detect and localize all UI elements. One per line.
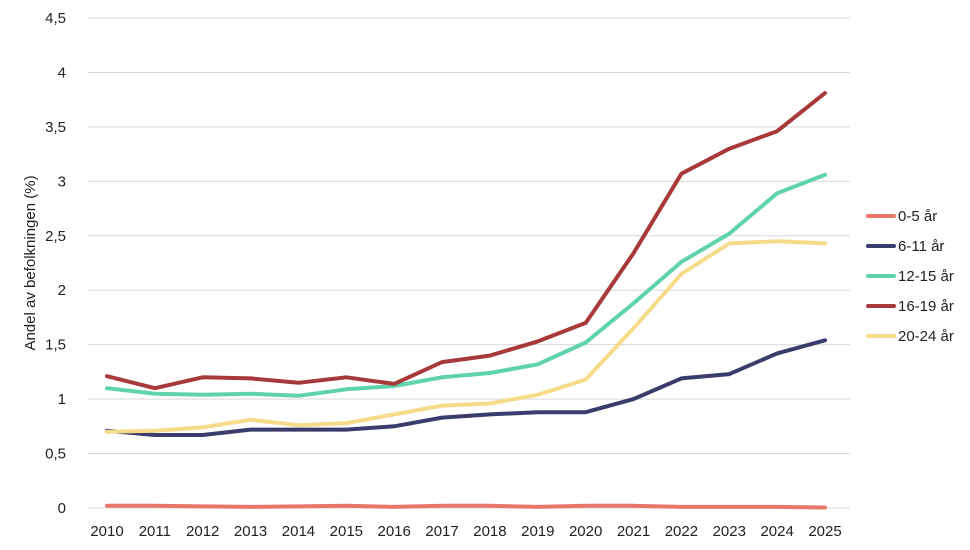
gridlines <box>88 17 850 509</box>
x-tick-label: 2018 <box>473 523 506 540</box>
y-tick-label: 1,5 <box>45 337 66 354</box>
x-tick-label: 2022 <box>665 523 698 540</box>
y-tick-label: 1 <box>58 391 66 408</box>
y-tick-label: 3 <box>58 173 66 190</box>
series-line-0-5-år <box>105 503 827 510</box>
x-tick-label: 2019 <box>521 523 554 540</box>
x-tick-label: 2012 <box>186 523 219 540</box>
x-tick-label: 2014 <box>282 523 315 540</box>
y-tick-label: 0 <box>58 500 66 517</box>
legend: 0-5 år 6-11 år 12-15 år 16-19 år 20-24 år <box>866 208 954 345</box>
x-tick-label: 2025 <box>808 523 841 540</box>
legend-label: 0-5 år <box>898 208 937 225</box>
y-axis-ticks: 0 0,5 1 1,5 2 2,5 3 3,5 4 4,5 <box>45 10 66 517</box>
x-tick-label: 2024 <box>760 523 793 540</box>
series-line-20-24-år <box>105 239 827 434</box>
legend-label: 12-15 år <box>898 268 954 285</box>
y-tick-label: 2,5 <box>45 228 66 245</box>
y-tick-label: 0,5 <box>45 446 66 463</box>
x-axis-ticks: 2010 2011 2012 2013 2014 2015 2016 2017 2018 2019… <box>90 523 841 540</box>
y-tick-label: 4 <box>58 64 66 81</box>
legend-label: 6-11 år <box>898 238 944 255</box>
x-tick-label: 2021 <box>617 523 650 540</box>
x-tick-label: 2013 <box>234 523 267 540</box>
y-tick-label: 4,5 <box>45 10 66 27</box>
x-tick-label: 2010 <box>90 523 123 540</box>
y-tick-label: 2 <box>58 282 66 299</box>
y-tick-label: 3,5 <box>45 119 66 136</box>
x-tick-label: 2016 <box>378 523 411 540</box>
legend-label: 20-24 år <box>898 328 954 345</box>
series-line-6-11-år <box>105 338 827 437</box>
x-tick-label: 2011 <box>139 523 171 540</box>
y-axis-label: Andel av befolkningen (%) <box>22 175 39 350</box>
x-tick-label: 2020 <box>569 523 602 540</box>
x-tick-label: 2023 <box>713 523 746 540</box>
x-tick-label: 2015 <box>330 523 363 540</box>
x-tick-label: 2017 <box>425 523 458 540</box>
series-lines <box>105 91 827 510</box>
series-line-16-19-år <box>105 91 827 391</box>
series-line-12-15-år <box>105 172 827 398</box>
legend-label: 16-19 år <box>898 298 954 315</box>
